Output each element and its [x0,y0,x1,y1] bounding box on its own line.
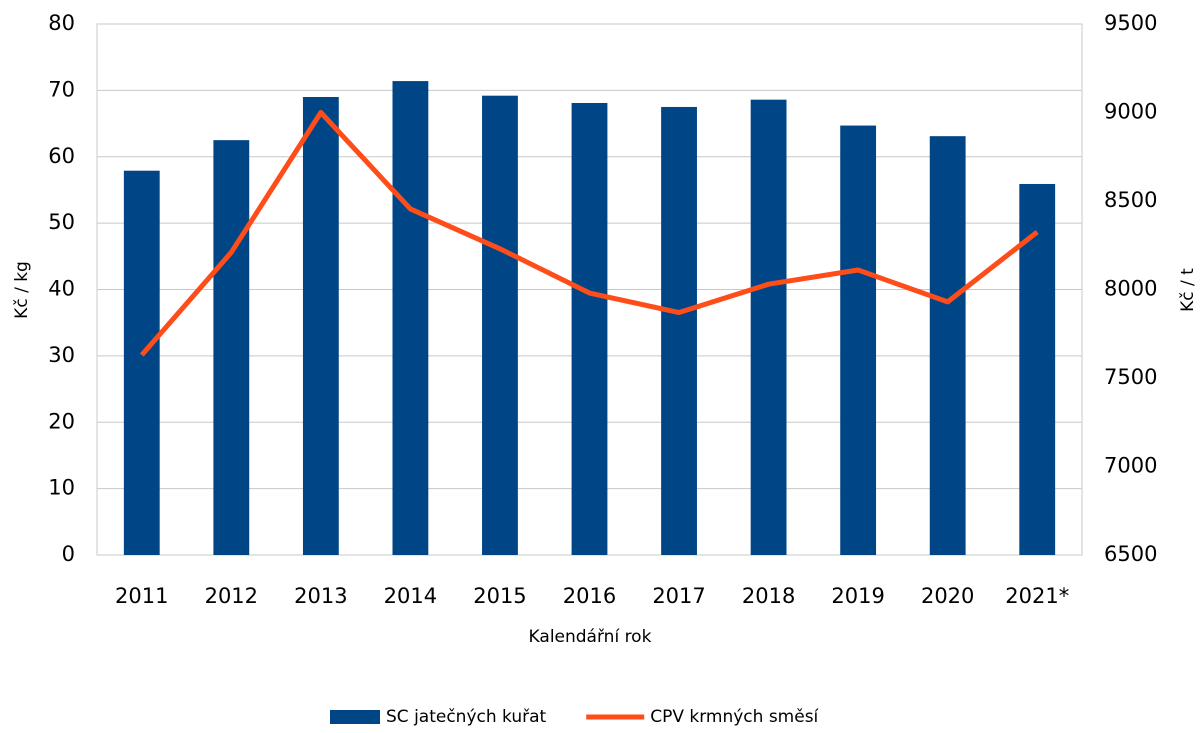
y2-axis-title: Kč / t [1178,268,1198,312]
x-tick-label: 2017 [652,584,705,608]
bar [1019,183,1056,555]
y-tick-label: 0 [62,542,75,566]
bar [750,99,787,555]
x-axis-title: Kalendářní rok [529,627,652,647]
y-tick-label: 40 [48,277,75,301]
y-tick-label: 50 [48,210,75,234]
y-tick-label: 10 [48,476,75,500]
y-axis-title: Kč / kg [12,261,32,319]
bar [123,170,160,555]
bar [840,125,877,556]
y-tick-label: 80 [48,11,75,35]
bar [302,97,339,555]
x-tick-label: 2021* [1005,584,1069,608]
bar [213,140,250,555]
legend-label: SC jatečných kuřat [386,707,547,727]
bar [571,102,608,555]
y2-tick-label: 8000 [1104,277,1157,301]
bar [392,81,429,556]
legend-label: CPV krmných směsí [650,707,819,727]
legend-swatch [330,710,380,724]
x-tick-label: 2016 [563,584,616,608]
line [139,110,1039,357]
x-tick-label: 2015 [473,584,526,608]
x-tick-label: 2013 [294,584,347,608]
y2-tick-label: 8500 [1104,188,1157,212]
x-tick-label: 2011 [115,584,168,608]
x-tick-label: 2018 [742,584,795,608]
y2-tick-label: 7500 [1104,365,1157,389]
y-tick-label: 60 [48,144,75,168]
y2-tick-label: 7000 [1104,454,1157,478]
x-tick-label: 2019 [831,584,884,608]
y2-tick-label: 9000 [1104,100,1157,124]
bar [929,136,966,555]
y2-tick-label: 6500 [1104,542,1157,566]
y-tick-label: 30 [48,343,75,367]
bar [661,106,697,555]
y-tick-label: 70 [48,77,75,101]
x-tick-label: 2012 [205,584,258,608]
bar [482,95,518,555]
y2-tick-label: 9500 [1104,11,1157,35]
y-tick-label: 20 [48,409,75,433]
x-tick-label: 2014 [384,584,437,608]
x-tick-label: 2020 [921,584,974,608]
